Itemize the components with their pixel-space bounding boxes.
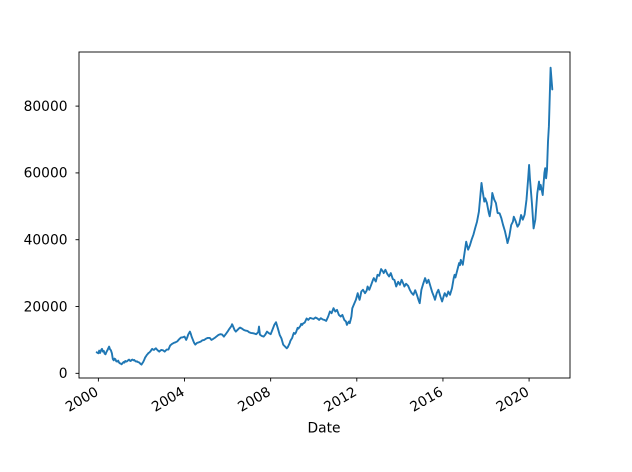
x-axis-label: Date bbox=[308, 421, 341, 437]
y-tick-label: 0 bbox=[59, 366, 68, 382]
plot-frame bbox=[78, 51, 571, 379]
x-tick-label: 2008 bbox=[235, 384, 273, 415]
x-tick-label: 2012 bbox=[321, 384, 359, 415]
data-line bbox=[95, 66, 554, 366]
x-tick-label: 2020 bbox=[494, 384, 532, 415]
y-tick-label: 80000 bbox=[24, 99, 68, 115]
y-tick-label: 60000 bbox=[24, 166, 68, 182]
y-tick-label: 40000 bbox=[24, 233, 68, 249]
x-tick-label: 2000 bbox=[63, 384, 101, 415]
x-tick-label: 2004 bbox=[149, 384, 187, 415]
x-tick-label: 2016 bbox=[408, 384, 446, 415]
y-tick-label: 20000 bbox=[24, 299, 68, 315]
